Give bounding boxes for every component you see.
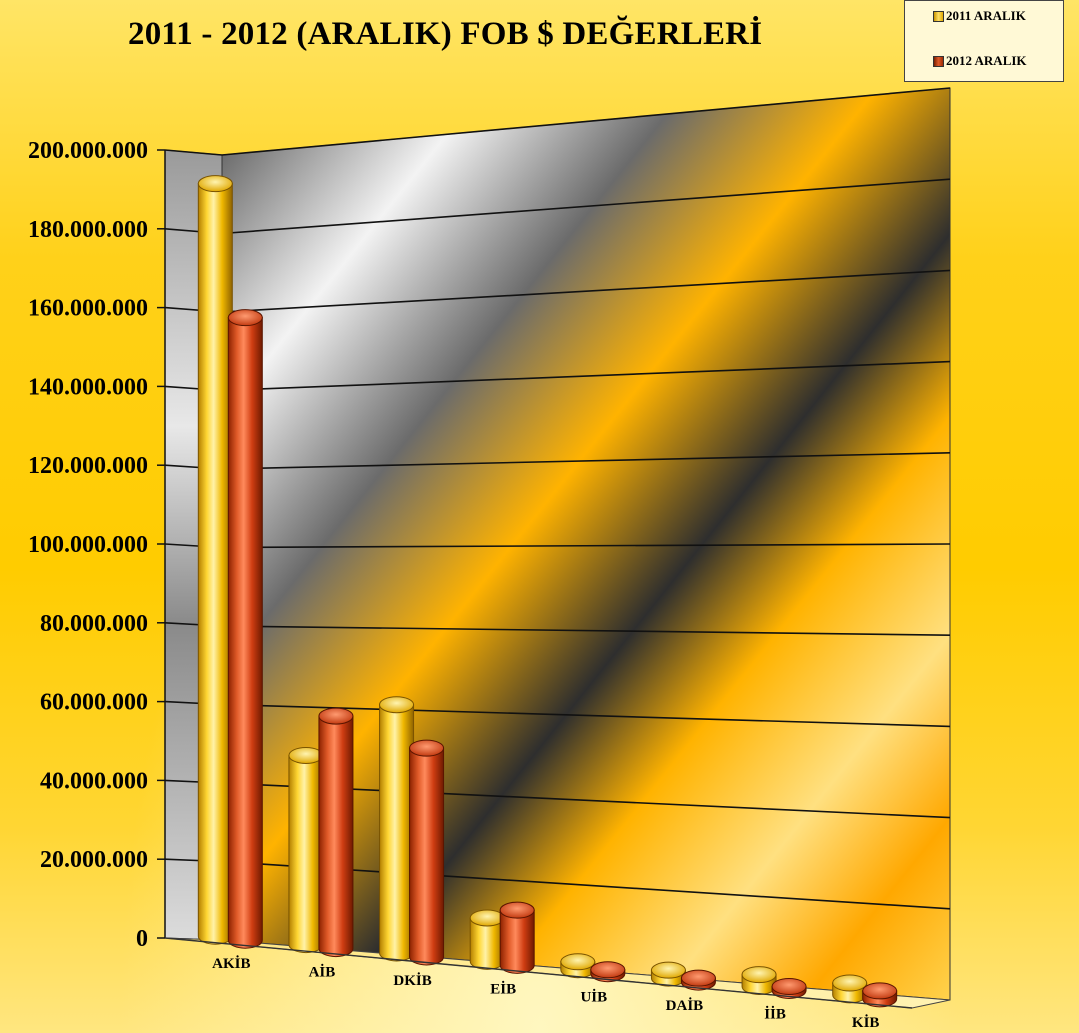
gridline	[221, 543, 951, 549]
bar-top	[197, 175, 233, 193]
x-tick-label: DAİB	[666, 997, 704, 1014]
bar-AKİB-1	[227, 309, 263, 949]
bar-DKİB-1	[409, 739, 445, 966]
bar-KİB-1	[862, 982, 898, 1008]
bar-EİB-1	[499, 901, 535, 974]
y-tick-label: 200.000.000	[28, 138, 148, 164]
y-tick-label: 80.000.000	[40, 611, 148, 637]
chart-bars	[197, 175, 898, 1008]
bar-UİB-0	[560, 953, 596, 979]
bar-top	[560, 953, 596, 971]
bar-AİB-1	[318, 707, 354, 958]
bar-UİB-1	[590, 961, 626, 983]
gridline-side	[164, 149, 223, 156]
y-tick-label: 20.000.000	[40, 847, 148, 873]
x-tick-label: DKİB	[393, 972, 431, 989]
bar-body	[379, 704, 415, 962]
y-tick-label: 40.000.000	[40, 768, 148, 794]
bar-DKİB-0	[379, 696, 415, 962]
gridline	[221, 178, 951, 235]
y-tick-label: 100.000.000	[28, 532, 148, 558]
y-tick-label: 120.000.000	[28, 453, 148, 479]
bar-top	[379, 696, 415, 714]
bar-İİB-0	[741, 966, 777, 995]
x-tick-label: EİB	[490, 980, 516, 997]
chart-gridlines	[164, 87, 951, 910]
y-tick-label: 60.000.000	[40, 690, 148, 716]
bar-top	[832, 974, 868, 992]
y-tick-label: 0	[136, 926, 148, 952]
bar-top	[650, 961, 686, 979]
gridline	[221, 452, 951, 470]
bar-top	[680, 969, 716, 987]
bar-AİB-0	[288, 746, 324, 954]
bar-KİB-0	[832, 974, 868, 1004]
legend-item-2011: 2011 ARALIK	[933, 8, 1026, 24]
bar-top	[409, 739, 445, 757]
y-tick-label: 180.000.000	[28, 217, 148, 243]
bar-body	[197, 183, 233, 945]
legend-label-2011: 2011 ARALIK	[946, 8, 1026, 23]
legend-item-2012: 2012 ARALIK	[933, 53, 1027, 69]
bar-body	[227, 317, 263, 949]
y-axis: 0 20.000.000 40.000.000 60.000.000 80.000.00…	[28, 138, 166, 952]
bar-top	[227, 309, 263, 327]
gridline	[221, 703, 951, 728]
bar-İİB-1	[771, 977, 807, 999]
x-tick-label: KİB	[852, 1014, 880, 1031]
x-tick-label: AKİB	[212, 955, 250, 972]
x-axis-line	[164, 937, 913, 1009]
gridline	[221, 360, 951, 392]
x-tick-label: AİB	[309, 964, 336, 981]
bar-body	[409, 747, 445, 966]
y-tick-label: 140.000.000	[28, 374, 148, 400]
bar-top	[469, 909, 505, 927]
bar-top	[771, 977, 807, 995]
bar-top	[590, 961, 626, 979]
bar-top	[318, 707, 354, 725]
legend-swatch-2012	[933, 55, 944, 67]
bar-top	[741, 966, 777, 984]
bar-top	[288, 746, 324, 764]
bar-top	[499, 901, 535, 919]
bar-body	[318, 715, 354, 958]
bar-body	[499, 909, 535, 974]
bar-body	[288, 754, 324, 954]
gridline	[221, 87, 951, 156]
chart-title: 2011 - 2012 (ARALIK) FOB $ DEĞERLERİ	[128, 16, 763, 52]
x-tick-label: UİB	[580, 989, 607, 1006]
gridline	[221, 269, 951, 313]
x-tick-label: İİB	[764, 1005, 786, 1022]
bar-top	[862, 982, 898, 1000]
gridline	[221, 625, 951, 636]
chart-legend: 2011 ARALIK 2012 ARALIK	[904, 0, 1064, 82]
legend-label-2012: 2012 ARALIK	[946, 53, 1027, 68]
y-tick-label: 160.000.000	[28, 296, 148, 322]
bar-AKİB-0	[197, 175, 233, 945]
legend-swatch-2011	[933, 10, 944, 22]
bar-DAİB-0	[650, 961, 686, 987]
x-axis: AKİB AİB DKİB EİB UİB DAİB İİB KİB	[164, 937, 913, 1031]
bar-EİB-0	[469, 909, 505, 970]
